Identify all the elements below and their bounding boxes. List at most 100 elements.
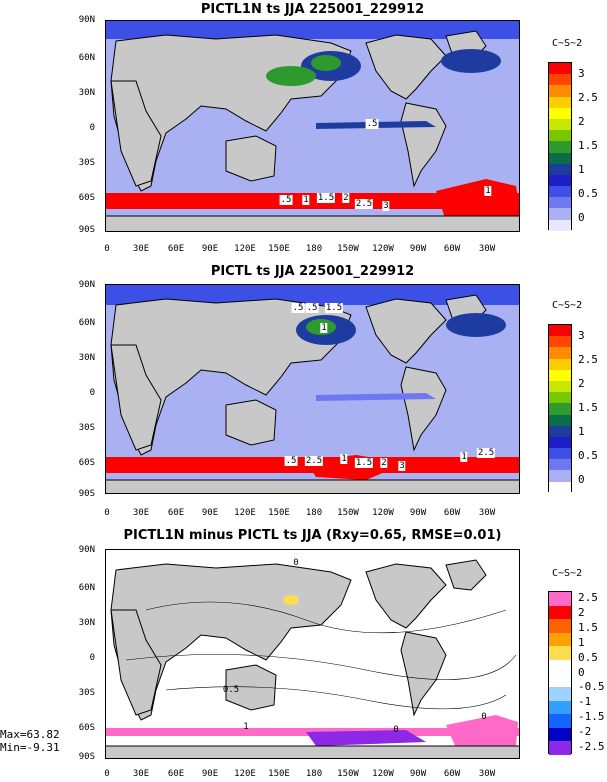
colorbar-swatch (549, 714, 571, 728)
lon-label: 90E (201, 244, 219, 254)
colorbar-label: 0 (578, 473, 585, 486)
map-field (106, 21, 519, 231)
colorbar (548, 62, 572, 231)
contour-label: 1 (243, 722, 249, 732)
lon-label: 60E (167, 508, 185, 518)
colorbar-label: -1.5 (578, 709, 605, 723)
colorbar-label: 2 (578, 377, 585, 390)
colorbar-label: -0.5 (578, 680, 605, 694)
units-label: C~S~2 (552, 38, 583, 49)
lon-label: 30W (478, 508, 496, 518)
lat-label: 60S (78, 193, 95, 203)
lon-label: 0 (104, 508, 110, 518)
lon-label: 60W (443, 508, 461, 518)
panel-title: PICTL ts JJA 225001_229912 (210, 264, 415, 279)
map-field (106, 559, 519, 758)
panel-title: PICTL1N ts JJA 225001_229912 (200, 2, 425, 17)
contour-label: 1 (320, 323, 328, 333)
contour-label: .5 (291, 303, 305, 313)
colorbar-label: 3 (578, 67, 585, 80)
lon-label: 150E (268, 508, 290, 518)
min-value: Min=-9.31 (0, 741, 60, 754)
colorbar-swatch (549, 687, 571, 701)
lat-label: 60S (78, 723, 95, 733)
lat-label: 90N (78, 15, 95, 25)
colorbar-swatch (549, 152, 571, 164)
lat-label: 90N (78, 545, 95, 555)
colorbar-swatch (549, 63, 571, 75)
map-plot: .5 2.5 1 1.5 2 3 1 2.5 1 .5 .5 1.5 (105, 284, 520, 494)
colorbar-label: -2.5 (578, 739, 605, 753)
colorbar-label: 1.5 (578, 139, 598, 152)
lat-label: 60N (78, 583, 95, 593)
lon-label: 30E (132, 508, 150, 518)
contour-label: 2.5 (354, 199, 374, 209)
lon-label: 120E (234, 244, 256, 254)
lon-label: 150E (268, 244, 290, 254)
lon-label: 60W (443, 244, 461, 254)
lat-label: 60N (78, 318, 95, 328)
colorbar-swatch (549, 347, 571, 359)
colorbar-swatch (549, 592, 571, 606)
panel-3: PICTL1N minus PICTL ts JJA (Rxy=0.65, RM… (0, 526, 607, 782)
lon-label: 0 (104, 244, 110, 254)
colorbar-swatch (549, 336, 571, 348)
contour-label: 2 (380, 458, 388, 468)
colorbar-label: 2.5 (578, 591, 598, 605)
colorbar-label: 1.5 (578, 621, 598, 635)
colorbar-label: 1 (578, 425, 585, 438)
units-label: C~S~2 (552, 568, 583, 579)
colorbar-swatch (549, 481, 571, 493)
colorbar-swatch (549, 436, 571, 449)
contour-label: 1 (340, 454, 348, 464)
contour-label: 0 (393, 725, 399, 735)
lon-label: 30E (132, 244, 150, 254)
lon-label: 150W (337, 508, 359, 518)
lat-label: 90S (78, 489, 95, 499)
colorbar-swatch (549, 358, 571, 370)
colorbar-swatch (549, 174, 571, 187)
contour-label: 0 (293, 558, 299, 568)
lon-label: 90W (409, 769, 427, 779)
lon-label: 60E (167, 244, 185, 254)
colorbar-swatch (549, 96, 571, 108)
lat-label: 0 (89, 123, 95, 133)
lon-label: 90W (409, 508, 427, 518)
colorbar-label: 3 (578, 329, 585, 342)
lon-label: 30E (132, 769, 150, 779)
lon-label: 180 (305, 244, 323, 254)
colorbar-label: 2 (578, 115, 585, 128)
colorbar-label: 2 (578, 606, 585, 620)
contour-label: 1 (460, 452, 468, 462)
lon-label: 120W (372, 769, 394, 779)
lat-label: 30N (78, 353, 95, 363)
colorbar-label: 0 (578, 665, 585, 679)
colorbar-swatch (549, 208, 571, 220)
colorbar (548, 324, 572, 493)
contour-label: 3 (398, 461, 406, 471)
colorbar-label: 0.5 (578, 449, 598, 462)
lon-label: 0 (104, 769, 110, 779)
contour-label: 1 (302, 195, 310, 205)
map-plot: .5 1 1.5 2 2.5 3 1 .5 (105, 20, 520, 232)
colorbar-swatch (549, 130, 571, 142)
lon-label: 120W (372, 244, 394, 254)
contour-label: .5 (284, 456, 298, 466)
colorbar-label: -2 (578, 724, 592, 738)
colorbar-swatch (549, 74, 571, 86)
colorbar-swatch (549, 163, 571, 175)
colorbar-label: 1 (578, 635, 585, 649)
colorbar-label: 1 (578, 163, 585, 176)
lon-label: 120E (234, 769, 256, 779)
colorbar-swatch (549, 141, 571, 153)
lat-label: 60N (78, 53, 95, 63)
panel-1: PICTL1N ts JJA 225001_229912 .5 (0, 0, 607, 260)
colorbar-swatch (549, 197, 571, 209)
colorbar-label: 1.5 (578, 401, 598, 414)
lat-label: 90S (78, 752, 95, 762)
panel-2: PICTL ts JJA 225001_229912 .5 2.5 1 1.5 … (0, 262, 607, 522)
lon-label: 120E (234, 508, 256, 518)
lon-label: 30W (478, 769, 496, 779)
contour-label: 0 (481, 712, 487, 722)
lon-label: 180 (305, 769, 323, 779)
